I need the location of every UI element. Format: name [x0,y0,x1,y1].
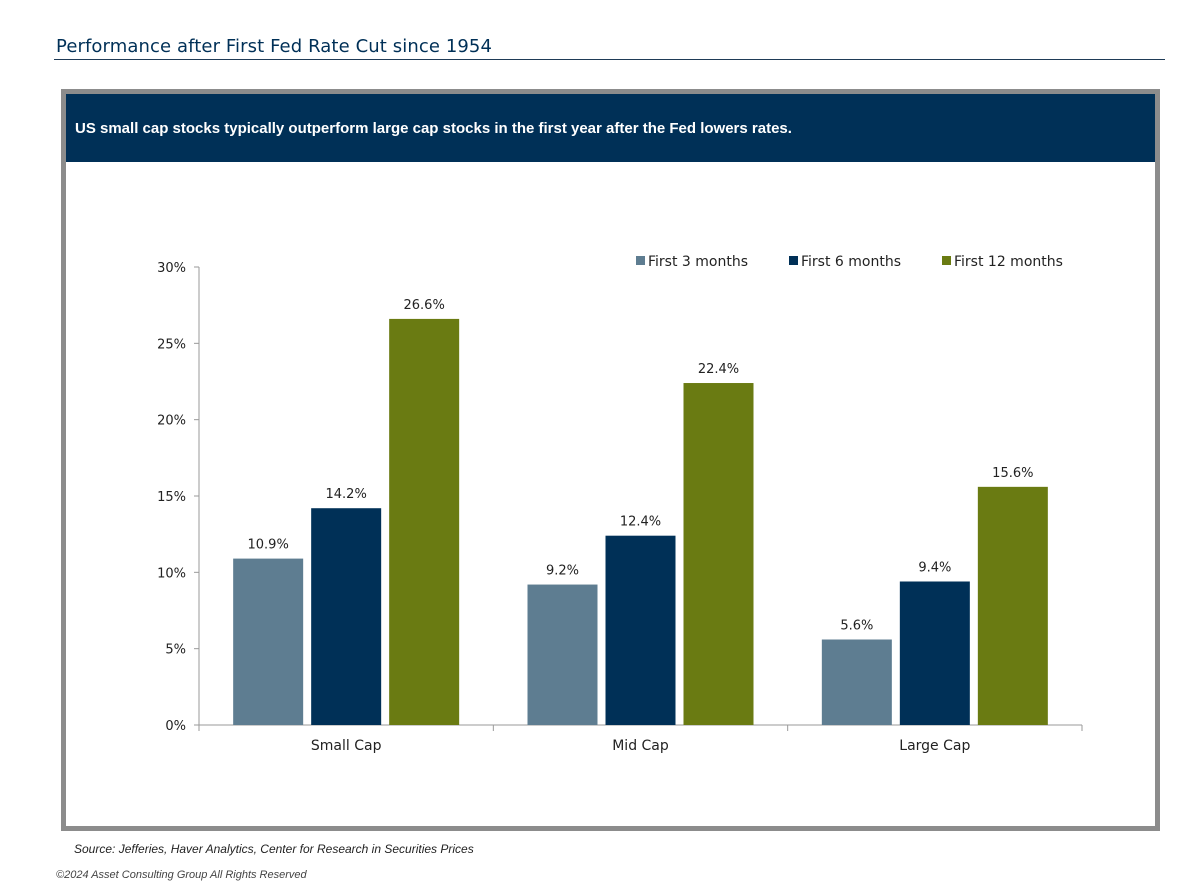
bar [311,508,382,725]
y-tick-label: 5% [165,643,186,658]
data-label: 10.9% [248,538,289,553]
bar [389,318,460,725]
legend-swatch [636,256,645,265]
category-label: Small Cap [311,738,382,754]
data-label: 26.6% [404,298,445,313]
y-tick-label: 0% [165,719,186,734]
headline-text: US small cap stocks typically outperform… [75,120,792,137]
legend-swatch [942,256,951,265]
legend-label: First 3 months [648,254,748,270]
bar [899,581,970,725]
data-label: 12.4% [620,515,661,530]
category-label: Mid Cap [612,738,669,754]
y-tick-label: 20% [157,414,186,429]
bar [527,584,598,725]
data-label: 15.6% [992,466,1033,481]
bar [821,639,892,725]
bar [233,558,304,725]
data-label: 22.4% [698,362,739,377]
y-tick-label: 15% [157,490,186,505]
y-tick-label: 25% [157,337,186,352]
data-label: 9.2% [546,564,579,579]
source-note: Source: Jefferies, Haver Analytics, Cent… [74,842,474,856]
y-tick-label: 30% [157,261,186,276]
legend-swatch [789,256,798,265]
bar [683,383,754,725]
legend-label: First 6 months [801,254,901,270]
legend-label: First 12 months [954,254,1063,270]
y-tick-label: 10% [157,566,186,581]
bar [605,535,676,725]
data-label: 14.2% [326,487,367,502]
page-title: Performance after First Fed Rate Cut sin… [56,36,493,57]
data-label: 9.4% [918,560,951,575]
title-divider [54,59,1165,60]
copyright-note: ©2024 Asset Consulting Group All Rights … [56,869,307,881]
bar [977,486,1048,725]
data-label: 5.6% [840,619,873,634]
category-label: Large Cap [899,738,970,754]
headline-banner: US small cap stocks typically outperform… [66,94,1155,162]
